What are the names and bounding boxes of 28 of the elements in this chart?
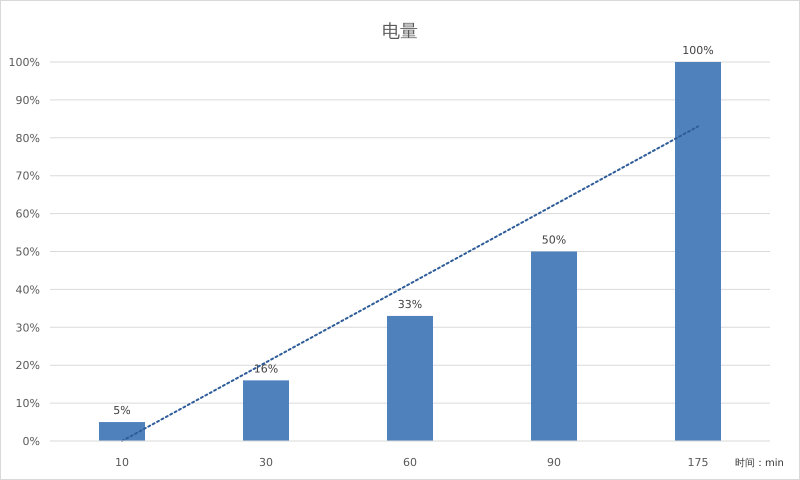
y-tick-label: 40% — [16, 283, 40, 296]
y-tick-label: 20% — [16, 359, 40, 372]
y-tick-label: 70% — [16, 170, 40, 183]
x-tick-label: 10 — [115, 456, 129, 469]
bar — [99, 422, 145, 441]
data-label: 100% — [682, 44, 714, 57]
y-tick-label: 80% — [16, 132, 40, 145]
x-tick-label: 175 — [688, 456, 708, 469]
y-tick-label: 60% — [16, 208, 40, 221]
y-tick-label: 90% — [16, 94, 40, 107]
bar — [387, 316, 433, 441]
x-axis-title: 时间：min — [735, 457, 784, 469]
y-tick-label: 100% — [8, 56, 40, 69]
y-tick-label: 50% — [16, 246, 40, 258]
chart-title: 电量 — [382, 21, 418, 42]
data-label: 5% — [113, 404, 131, 418]
data-label: 33% — [398, 298, 422, 311]
y-tick-label: 30% — [16, 321, 40, 334]
bar — [531, 252, 577, 441]
x-tick-label: 30 — [259, 456, 273, 469]
x-tick-label: 90 — [547, 456, 561, 469]
x-tick-label: 60 — [403, 456, 417, 469]
bar — [675, 62, 721, 441]
y-tick-label: 0% — [22, 435, 40, 448]
y-tick-label: 10% — [16, 397, 40, 410]
data-label: 16% — [254, 362, 278, 376]
data-label: 50% — [542, 234, 566, 246]
bar — [243, 380, 289, 441]
